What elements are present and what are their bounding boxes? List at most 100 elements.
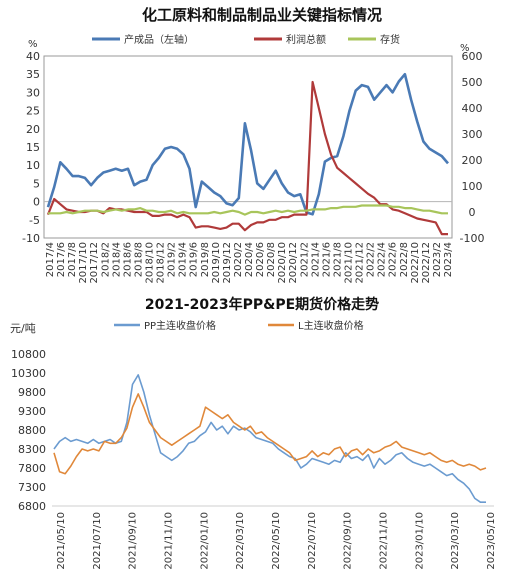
chart2-x-tick-label: 2022/01/10: [199, 512, 210, 570]
legend-label-l: L主连收盘价格: [298, 319, 364, 332]
chart-industry-indicators: 化工原料和制品制品业关键指标情况 产成品（左轴） 利润总额 存货 % % -10…: [22, 6, 484, 284]
chart2-x-tick-label: 2022/09/10: [343, 512, 354, 570]
chart1-x-tick-label: 2022/4: [377, 242, 388, 277]
chart2-title: 2021-2023年PP&PE期货价格走势: [145, 296, 379, 313]
chart1-x-tick-label: 2018/12: [156, 242, 167, 284]
chart2-y-tick-label: 8300: [18, 443, 46, 456]
chart1-x-tick-label: 2022/6: [388, 242, 399, 277]
chart1-left-tick-label: 40: [26, 50, 40, 63]
chart2-x-tick-label: 2022/07/10: [307, 512, 318, 570]
legend-label-pp: PP主连收盘价格: [144, 319, 216, 332]
chart1-left-tick-label: 10: [26, 159, 40, 172]
chart1-x-tick-label: 2022/12: [421, 242, 432, 284]
chart2-y-tick-label: 9800: [18, 386, 46, 399]
chart1-x-tick-label: 2023/2: [432, 242, 443, 277]
chart1-x-tick-label: 2020/4: [244, 242, 255, 277]
chart2-x-tick-label: 2022/03/10: [235, 512, 246, 570]
chart2-x-tick-label: 2021/05/10: [56, 512, 67, 570]
chart1-x-tick-label: 2020/2: [233, 242, 244, 277]
chart1-series-line-2: [48, 204, 448, 216]
legend-label-products: 产成品（左轴）: [124, 33, 194, 46]
chart1-left-tick-label: 30: [26, 86, 40, 99]
legend-label-profit: 利润总额: [286, 33, 326, 46]
chart1-right-tick-label: 200: [462, 154, 483, 167]
chart2-y-tick-label: 6800: [18, 500, 46, 513]
chart2-x-tick-label: 2022/05/10: [271, 512, 282, 570]
chart2-x-tick-label: 2022/11/10: [379, 512, 390, 570]
chart1-left-tick-label: 25: [26, 105, 40, 118]
chart1-x-tick-label: 2021/8: [332, 242, 343, 277]
chart1-x-tick-label: 2022/10: [410, 242, 421, 284]
chart1-x-tick-label: 2018/10: [145, 242, 156, 284]
chart1-x-tick-label: 2020/6: [255, 242, 266, 277]
chart1-x-tick-label: 2022/2: [366, 242, 377, 277]
chart2-y-tick-label: 10300: [11, 367, 46, 380]
chart2-y-unit: 元/吨: [10, 322, 36, 335]
chart1-x-tick-label: 2020/10: [277, 242, 288, 284]
chart1-x-tick-label: 2019/6: [189, 242, 200, 277]
chart1-x-tick-label: 2019/2: [167, 242, 178, 277]
chart1-plot-frame: [43, 55, 453, 239]
chart2-x-tick-label: 2023/01/10: [414, 512, 425, 570]
chart1-x-tick-label: 2021/10: [344, 242, 355, 284]
chart1-x-tick-label: 2018/8: [133, 242, 144, 277]
chart-pp-pe-futures: 2021-2023年PP&PE期货价格走势 PP主连收盘价格 L主连收盘价格 元…: [10, 296, 497, 570]
chart2-x-tick-label: 2023/05/10: [486, 512, 497, 570]
chart1-axes: -10 -5 0 5 10 15 20 25 30 35 40 -100 0 100 200 300 400 50…: [22, 50, 484, 245]
chart2-y-tick-label: 9300: [18, 405, 46, 418]
chart1-x-tick-label: 2017/10: [78, 242, 89, 284]
chart1-x-tick-label: 2021/2: [299, 242, 310, 277]
chart2-x-tick-label: 2021/11/10: [164, 512, 175, 570]
chart1-right-tick-label: 0: [469, 206, 476, 219]
chart1-x-tick-label: 2021/6: [321, 242, 332, 277]
chart2-series-line-0: [53, 374, 486, 503]
chart1-title: 化工原料和制品制品业关键指标情况: [142, 6, 382, 24]
chart1-x-tick-label: 2023/4: [443, 242, 454, 277]
chart1-left-tick-label: 5: [33, 177, 40, 190]
chart2-series-line-1: [53, 393, 487, 475]
chart1-x-tick-label: 2019/12: [222, 242, 233, 284]
chart1-left-tick-label: 0: [33, 196, 40, 209]
legend-label-inventory: 存货: [380, 33, 400, 46]
chart1-x-labels: 2017/4 2017/6 2017/8 2017/10 2017/12 2018/2 20…: [45, 242, 454, 284]
chart2-x-tick-label: 2021/09/10: [128, 512, 139, 570]
chart2-legend: PP主连收盘价格 L主连收盘价格: [114, 319, 364, 332]
chart1-left-tick-label: 15: [26, 141, 40, 154]
chart2-y-tick-label: 8800: [18, 424, 46, 437]
chart1-left-tick-label: -5: [29, 214, 40, 227]
chart1-right-tick-label: 300: [462, 128, 483, 141]
chart1-x-tick-label: 2019/10: [211, 242, 222, 284]
chart1-x-tick-label: 2021/12: [355, 242, 366, 284]
chart1-x-tick-label: 2017/12: [89, 242, 100, 284]
chart1-right-tick-label: 500: [462, 76, 483, 89]
chart1-x-tick-label: 2019/8: [200, 242, 211, 277]
chart1-x-tick-label: 2021/4: [310, 242, 321, 277]
chart1-left-tick-label: 35: [26, 68, 40, 81]
chart1-x-tick-label: 2018/4: [111, 242, 122, 277]
chart1-right-tick-label: -100: [460, 232, 485, 245]
chart2-y-tick-label: 10800: [11, 348, 46, 361]
chart1-x-tick-label: 2017/6: [56, 242, 67, 277]
chart1-x-tick-label: 2017/8: [67, 242, 78, 277]
chart2-series: [53, 374, 487, 503]
chart2-x-labels: 2021/05/10 2021/07/10 2021/09/10 2021/11/10…: [56, 512, 497, 570]
chart1-left-tick-label: -10: [22, 232, 40, 245]
chart1-x-tick-label: 2020/12: [288, 242, 299, 284]
chart1-x-tick-label: 2019/4: [178, 242, 189, 277]
chart1-x-tick-label: 2018/6: [122, 242, 133, 277]
chart1-left-tick-label: 20: [26, 123, 40, 136]
chart1-x-tick-label: 2020/8: [266, 242, 277, 277]
chart1-series-line-0: [46, 72, 449, 216]
chart2-y-tick-label: 7800: [18, 462, 46, 475]
chart1-x-tick-label: 2018/2: [100, 242, 111, 277]
chart1-legend: 产成品（左轴） 利润总额 存货: [92, 33, 400, 46]
chart1-right-tick-label: 600: [462, 50, 483, 63]
chart2-x-tick-label: 2021/07/10: [92, 512, 103, 570]
chart1-series: [46, 72, 449, 236]
chart1-left-unit: %: [28, 39, 38, 50]
chart1-right-tick-label: 400: [462, 102, 483, 115]
chart2-y-tick-label: 7300: [18, 481, 46, 494]
chart1-x-tick-label: 2017/4: [45, 242, 56, 277]
chart1-right-unit: %: [460, 43, 470, 54]
chart1-right-tick-label: 100: [462, 180, 483, 193]
